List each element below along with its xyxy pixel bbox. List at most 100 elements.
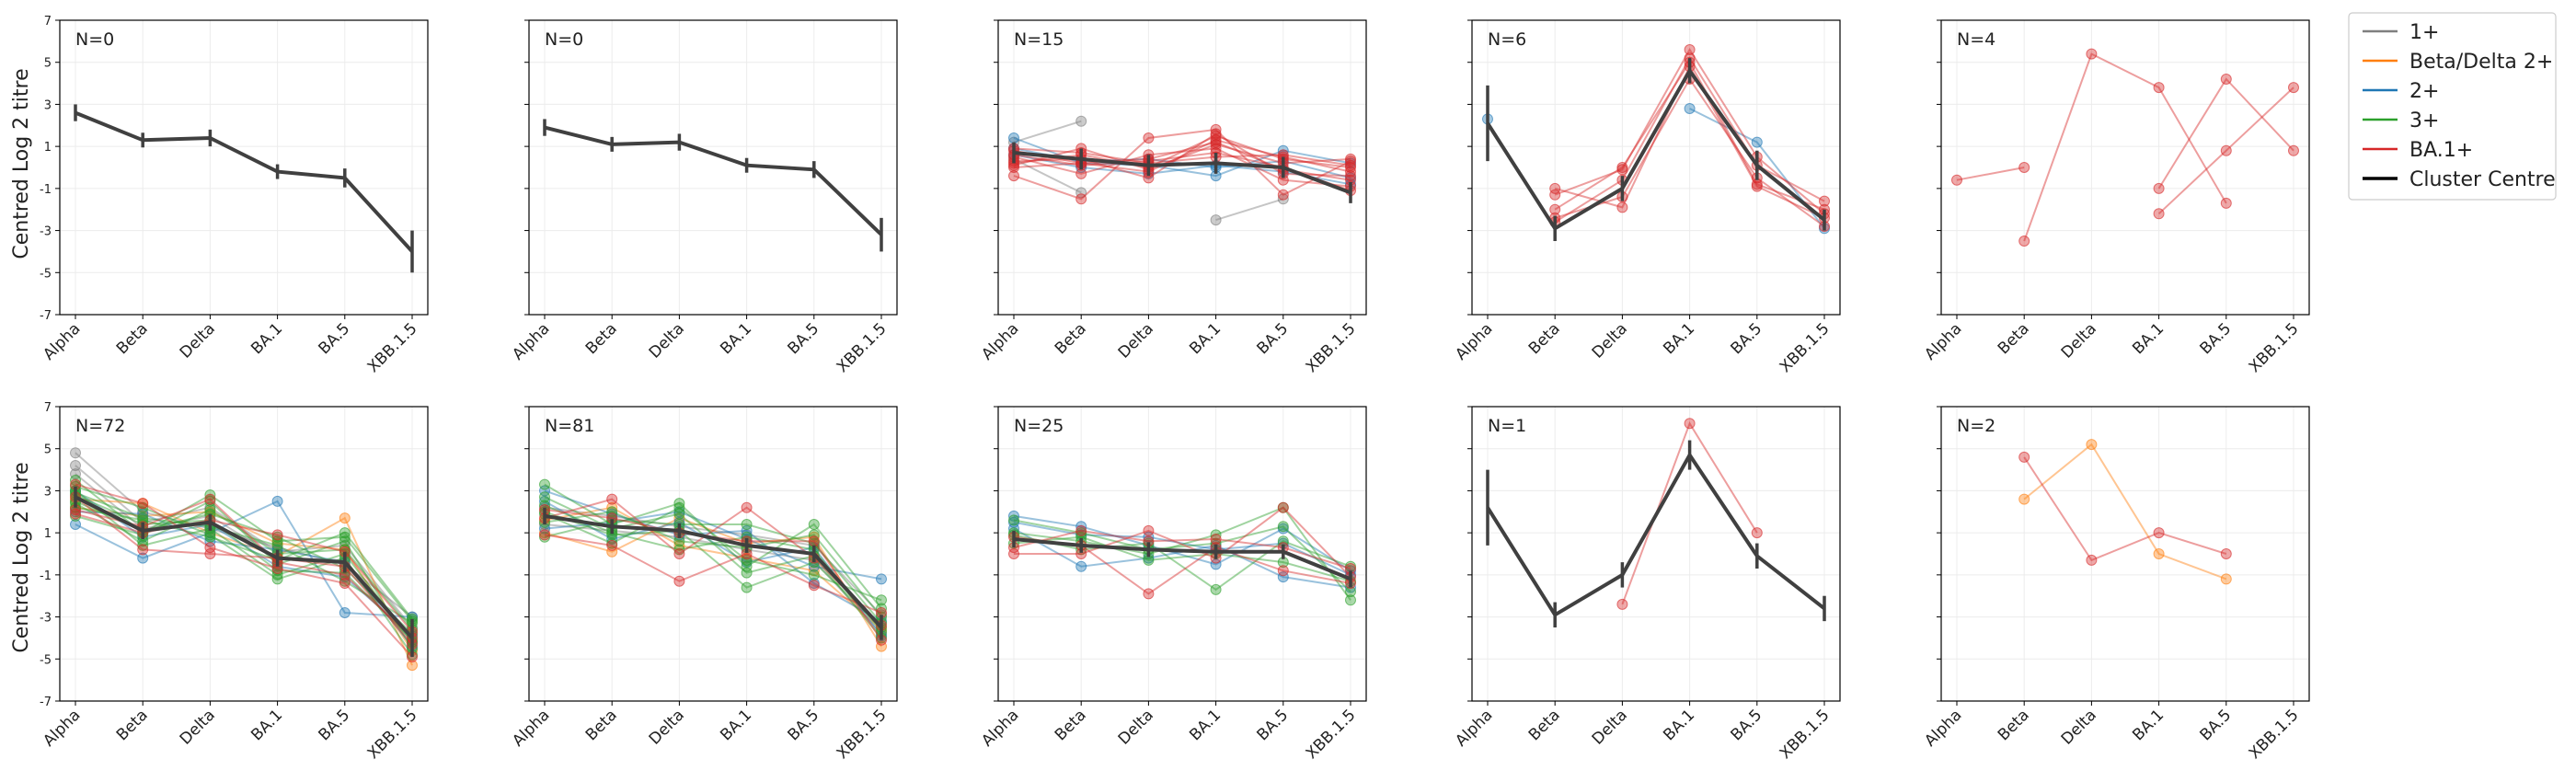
- series-segment: [1013, 535, 1351, 582]
- x-tick-label: Beta: [1995, 706, 2033, 744]
- x-tick-label: Alpha: [40, 319, 84, 363]
- y-tick-label: -5: [40, 653, 52, 667]
- cluster-centre-line: [543, 119, 883, 252]
- series-segment: [1013, 514, 1351, 572]
- data-point: [741, 554, 753, 566]
- data-point: [339, 512, 351, 524]
- data-point: [137, 498, 149, 510]
- series-line: [539, 529, 887, 618]
- data-point: [1345, 594, 1356, 606]
- data-point: [339, 539, 351, 551]
- x-tick-label: BA.5: [2196, 706, 2235, 744]
- data-point: [1008, 510, 1019, 522]
- data-point: [2220, 197, 2232, 209]
- data-point: [339, 527, 351, 539]
- y-tick-label: 3: [44, 98, 52, 112]
- series-segment: [75, 465, 413, 628]
- series-segment: [544, 511, 882, 618]
- data-point: [1549, 182, 1561, 194]
- cluster-centre-line: [74, 104, 414, 273]
- data-point: [673, 544, 685, 556]
- series-line: [2153, 74, 2299, 194]
- data-point: [1616, 201, 1628, 213]
- panel-r1-c3: Alpha Beta Delta BA.1 BA.5 XBB.1.5 N=15: [978, 19, 1367, 376]
- data-point: [137, 544, 149, 556]
- x-tick-label: Alpha: [509, 706, 553, 750]
- data-point: [137, 552, 149, 564]
- data-point: [1616, 598, 1628, 610]
- panel-r1-c2: Alpha Beta Delta BA.1 BA.5 XBB.1.5 N=0: [509, 19, 898, 376]
- x-tick-label: Delta: [177, 319, 219, 362]
- data-point: [808, 535, 820, 547]
- data-point: [339, 578, 351, 589]
- series-segment: [75, 512, 413, 633]
- x-tick-label: Delta: [2058, 319, 2100, 362]
- data-point: [2288, 144, 2299, 156]
- data-point: [271, 495, 283, 507]
- data-point: [539, 529, 550, 541]
- data-point: [1277, 565, 1289, 577]
- series-line: [2153, 82, 2299, 220]
- y-tick-label: -7: [40, 309, 52, 323]
- data-point: [1210, 214, 1222, 226]
- x-tick-label: BA.1: [1660, 319, 1698, 358]
- series-segment: [1013, 147, 1351, 167]
- data-point: [1751, 136, 1763, 148]
- x-tick-label: BA.5: [2196, 319, 2235, 358]
- x-tick-label: BA.1: [247, 706, 286, 744]
- data-point: [2153, 527, 2165, 539]
- data-point: [2153, 182, 2165, 194]
- data-point: [2153, 208, 2165, 220]
- data-point: [271, 529, 283, 541]
- series-segment: [1013, 521, 1351, 576]
- data-point: [876, 573, 887, 585]
- legend-item: Cluster Centre: [2363, 168, 2556, 191]
- legend-item: 3+: [2363, 109, 2439, 132]
- y-tick-label: 1: [44, 141, 52, 155]
- x-tick-label: Alpha: [1452, 319, 1496, 363]
- legend: 1+ Beta/Delta 2+ 2+ 3+ BA.1+ Cluster Centre: [2348, 12, 2557, 201]
- legend-label: BA.1+: [2409, 139, 2473, 162]
- data-point: [1075, 524, 1087, 536]
- legend-label: 1+: [2409, 21, 2439, 44]
- series-segment: [1013, 529, 1351, 569]
- data-point: [271, 569, 283, 581]
- cluster-centre-path: [1486, 67, 1826, 232]
- data-point: [339, 607, 351, 618]
- data-point: [2288, 82, 2299, 94]
- x-tick-label: BA.5: [1727, 706, 1765, 744]
- x-tick-label: BA.5: [784, 319, 822, 358]
- series-segment: [544, 523, 882, 635]
- series-line: [1951, 162, 2030, 186]
- y-tick-label: 5: [44, 443, 52, 457]
- data-point: [2018, 451, 2030, 463]
- series-segment: [1554, 48, 1825, 215]
- series-segment: [2023, 52, 2227, 242]
- data-point: [204, 542, 216, 554]
- series-segment: [544, 500, 882, 637]
- data-point: [2220, 548, 2232, 559]
- x-tick-label: XBB.1.5: [2246, 706, 2303, 763]
- y-tick-label: 5: [44, 57, 52, 71]
- x-tick-label: Delta: [1589, 319, 1631, 362]
- legend-label: 2+: [2409, 80, 2439, 103]
- cluster-centre-line: [74, 486, 414, 657]
- x-tick-label: XBB.1.5: [2246, 319, 2303, 376]
- data-point: [876, 603, 887, 615]
- data-point: [1075, 193, 1087, 205]
- panel-n-label: N=6: [1488, 29, 1526, 50]
- legend-item: 1+: [2363, 21, 2439, 44]
- series-segment: [544, 498, 882, 627]
- y-tick-label: -3: [40, 612, 52, 626]
- x-tick-label: XBB.1.5: [1303, 706, 1360, 763]
- x-tick-label: BA.1: [1186, 319, 1225, 358]
- panel-frame: [59, 406, 429, 702]
- data-point: [2018, 162, 2030, 173]
- cluster-centre-path: [544, 125, 883, 236]
- series-segment: [1956, 167, 2025, 181]
- data-point: [1210, 128, 1222, 140]
- data-point: [2018, 236, 2030, 247]
- panel-n-label: N=25: [1014, 416, 1064, 436]
